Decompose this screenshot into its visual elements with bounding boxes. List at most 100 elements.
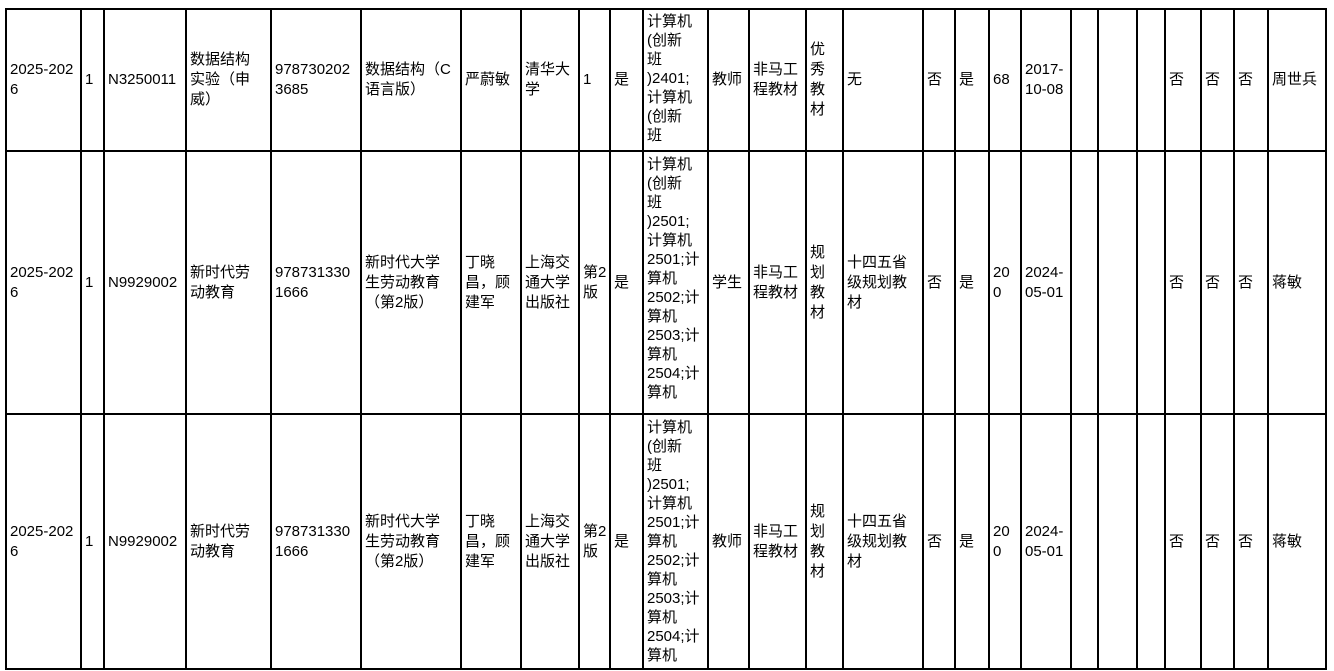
table-cell: 教师 — [707, 8, 750, 152]
cell-text: 1 — [85, 273, 94, 291]
table-cell: 200 — [988, 413, 1022, 670]
cell-text: 否 — [1169, 71, 1185, 88]
cell-text: 200 — [993, 263, 1010, 301]
cell-text: 否 — [1238, 273, 1254, 291]
cell-text: 计算机 (创新 班 )2501; 计算机 2501;计 算机 2502;计 算机… — [647, 156, 700, 401]
table-cell: 是 — [954, 150, 990, 415]
table-cell: 是 — [609, 8, 644, 152]
cell-text: 学生 — [712, 273, 743, 291]
cell-text: 否 — [1205, 273, 1221, 291]
cell-text: 200 — [993, 522, 1010, 560]
cell-text: 否 — [927, 532, 943, 550]
table-cell: 否 — [1200, 150, 1235, 415]
table-cell: 上海交 通大学 出版社 — [520, 413, 580, 670]
table-cell: 2025-2026 — [5, 413, 82, 670]
cell-text: 丁晓 昌，顾 建军 — [465, 512, 511, 570]
table-cell: 否 — [922, 413, 956, 670]
cell-text: 2017- 10-08 — [1025, 61, 1064, 98]
table-cell: 否 — [1164, 413, 1202, 670]
table-cell: 上海交 通大学 出版社 — [520, 150, 580, 415]
cell-text: 蒋敏 — [1272, 532, 1303, 550]
cell-text: 新时代大学 生劳动教育 （第2版） — [365, 512, 441, 570]
table-cell: 是 — [954, 413, 990, 670]
cell-text: 是 — [614, 273, 630, 291]
table-row: 2025-2026 1 N9929002 新时代劳 动教育 978731330 … — [5, 150, 1327, 415]
cell-text: 丁晓 昌，顾 建军 — [465, 253, 511, 311]
cell-text: 2025-2026 — [10, 263, 74, 301]
cell-text: 68 — [993, 71, 1010, 88]
table-cell: N3250011 — [103, 8, 187, 152]
cell-text: 否 — [1238, 71, 1254, 88]
table-cell: 2025-2026 — [5, 150, 82, 415]
table-cell: 教师 — [707, 413, 750, 670]
cell-text: 否 — [1169, 532, 1185, 550]
cell-text: 978731330 1666 — [275, 263, 351, 301]
table-cell — [1070, 8, 1099, 152]
table-cell: 非马工 程教材 — [748, 413, 807, 670]
table-cell: 严蔚敏 — [460, 8, 522, 152]
cell-text: 否 — [1169, 273, 1185, 291]
table-cell: 否 — [922, 150, 956, 415]
cell-text: 是 — [959, 71, 975, 88]
table-cell: 丁晓 昌，顾 建军 — [460, 413, 522, 670]
table-cell: 否 — [922, 8, 956, 152]
cell-text: 否 — [1205, 71, 1221, 88]
table-cell: 200 — [988, 150, 1022, 415]
table-cell: 978731330 1666 — [270, 413, 362, 670]
cell-text: 否 — [1205, 532, 1221, 550]
table-cell: 2017- 10-08 — [1020, 8, 1072, 152]
table-cell: 否 — [1233, 150, 1269, 415]
table-row: 2025-2026 1 N3250011 数据结构 实验（申 威） 978730… — [5, 8, 1327, 152]
cell-text: 计算机 (创新 班 )2401; 计算机 (创新 班 — [647, 13, 693, 144]
cell-text: 上海交 通大学 出版社 — [525, 253, 571, 311]
cell-text: 非马工 程教材 — [753, 522, 799, 560]
cell-text: 978730202 3685 — [275, 61, 351, 98]
cell-text: 2024- 05-01 — [1025, 263, 1064, 301]
table-cell: 1 — [80, 413, 105, 670]
table-cell: 是 — [609, 150, 644, 415]
table-cell — [1097, 413, 1138, 670]
table-cell: 学生 — [707, 150, 750, 415]
cell-text: 严蔚敏 — [465, 71, 511, 88]
cell-text: 1 — [583, 71, 592, 88]
table-cell: 1 — [80, 150, 105, 415]
table-cell — [1136, 150, 1166, 415]
cell-text: N9929002 — [108, 273, 178, 291]
cell-text: 教师 — [712, 532, 743, 550]
cell-text: 数据结构 实验（申 威） — [190, 51, 251, 108]
table-cell: 是 — [609, 413, 644, 670]
cell-text: 否 — [927, 273, 943, 291]
cell-text: 1 — [85, 532, 94, 550]
cell-text: 规 划 教 材 — [810, 502, 826, 580]
cell-text: 第2 版 — [583, 263, 607, 301]
table-cell: 十四五省 级规划教 材 — [842, 413, 924, 670]
table-cell: 第2 版 — [578, 150, 611, 415]
cell-text: 规 划 教 材 — [810, 243, 826, 321]
table-cell: 68 — [988, 8, 1022, 152]
table-cell: 978731330 1666 — [270, 150, 362, 415]
cell-text: 计算机 (创新 班 )2501; 计算机 2501;计 算机 2502;计 算机… — [647, 419, 700, 664]
table-cell: 978730202 3685 — [270, 8, 362, 152]
cell-text: 2024- 05-01 — [1025, 522, 1064, 560]
table-cell: 1 — [80, 8, 105, 152]
cell-text: 1 — [85, 71, 94, 88]
table-cell: 否 — [1200, 413, 1235, 670]
table-cell — [1070, 413, 1099, 670]
table-cell: 数据结构（C 语言版） — [360, 8, 462, 152]
cell-text: 新时代大学 生劳动教育 （第2版） — [365, 253, 441, 311]
cell-text: 2025-2026 — [10, 61, 74, 98]
table-cell: 新时代劳 动教育 — [185, 150, 272, 415]
table-cell: 清华大 学 — [520, 8, 580, 152]
cell-text: 是 — [959, 532, 975, 550]
table-cell: 十四五省 级规划教 材 — [842, 150, 924, 415]
cell-text: 蒋敏 — [1272, 273, 1303, 291]
cell-text: 第2 版 — [583, 522, 607, 560]
table-cell: 蒋敏 — [1267, 150, 1327, 415]
cell-text: 新时代劳 动教育 — [190, 522, 251, 560]
table-cell: N9929002 — [103, 413, 187, 670]
table-cell: 非马工 程教材 — [748, 150, 807, 415]
table-cell-classes: 计算机 (创新 班 )2401; 计算机 (创新 班 — [642, 8, 709, 152]
table-cell — [1097, 150, 1138, 415]
cell-text: N3250011 — [108, 71, 177, 88]
table-cell: 数据结构 实验（申 威） — [185, 8, 272, 152]
